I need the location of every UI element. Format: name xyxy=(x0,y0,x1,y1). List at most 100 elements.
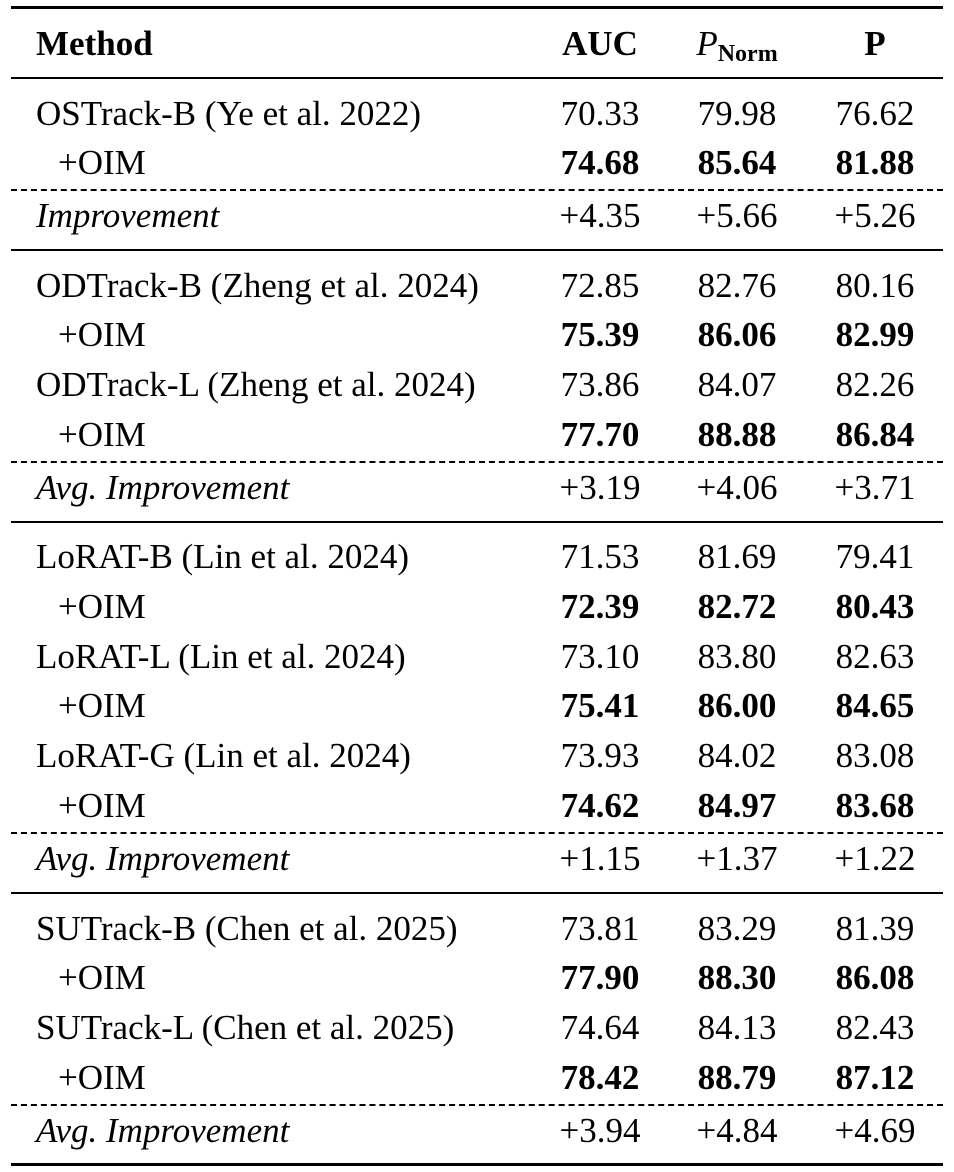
table-row: ODTrack-L (Zheng et al. 2024) 73.86 84.0… xyxy=(0,360,954,410)
p-improvement: +3.71 xyxy=(834,468,916,507)
pnorm-value: 83.29 xyxy=(697,909,777,948)
pnorm-value: 82.76 xyxy=(697,266,777,305)
header-row: Method AUC PNorm P xyxy=(0,19,954,69)
header-method: Method xyxy=(36,24,153,63)
table-row: +OIM 78.42 88.79 87.12 xyxy=(0,1053,954,1103)
table-row: +OIM 74.68 85.64 81.88 xyxy=(0,138,954,188)
p-improvement: +5.26 xyxy=(834,196,916,235)
header-auc: AUC xyxy=(562,24,638,63)
pnorm-value: 83.80 xyxy=(697,637,777,676)
dashed-rule xyxy=(11,461,943,463)
pnorm-value: 84.07 xyxy=(697,365,777,404)
p-value: 82.99 xyxy=(835,315,915,354)
p-value: 83.08 xyxy=(835,736,915,775)
auc-value: 77.70 xyxy=(560,415,640,454)
group-rule xyxy=(11,521,943,523)
table-row: +OIM 72.39 82.72 80.43 xyxy=(0,582,954,632)
method-name: +OIM xyxy=(58,786,146,825)
improvement-label: Avg. Improvement xyxy=(36,1111,290,1150)
improvement-row: Avg. Improvement +3.94 +4.84 +4.69 xyxy=(0,1106,954,1156)
table-row: LoRAT-G (Lin et al. 2024) 73.93 84.02 83… xyxy=(0,731,954,781)
pnorm-improvement: +1.37 xyxy=(696,839,778,878)
table-row: +OIM 74.62 84.97 83.68 xyxy=(0,781,954,831)
auc-improvement: +1.15 xyxy=(559,839,641,878)
p-value: 79.41 xyxy=(835,537,915,576)
dashed-rule xyxy=(11,832,943,834)
method-name: SUTrack-B (Chen et al. 2025) xyxy=(36,909,458,948)
auc-value: 72.85 xyxy=(560,266,640,305)
dashed-rule xyxy=(11,1104,943,1106)
p-improvement: +1.22 xyxy=(834,839,916,878)
auc-improvement: +4.35 xyxy=(559,196,641,235)
auc-value: 74.62 xyxy=(560,786,640,825)
method-name: LoRAT-G (Lin et al. 2024) xyxy=(36,736,411,775)
dashed-rule xyxy=(11,189,943,191)
table-row: OSTrack-B (Ye et al. 2022) 70.33 79.98 7… xyxy=(0,89,954,139)
table-row: SUTrack-B (Chen et al. 2025) 73.81 83.29… xyxy=(0,904,954,954)
auc-value: 74.64 xyxy=(560,1008,640,1047)
pnorm-value: 82.72 xyxy=(697,587,777,626)
auc-value: 73.10 xyxy=(560,637,640,676)
method-name: ODTrack-B (Zheng et al. 2024) xyxy=(36,266,479,305)
method-name: +OIM xyxy=(58,315,146,354)
pnorm-symbol: P xyxy=(696,24,718,63)
table-row: LoRAT-B (Lin et al. 2024) 71.53 81.69 79… xyxy=(0,532,954,582)
improvement-row: Improvement +4.35 +5.66 +5.26 xyxy=(0,191,954,241)
p-value: 86.84 xyxy=(835,415,915,454)
method-name: +OIM xyxy=(58,686,146,725)
auc-improvement: +3.19 xyxy=(559,468,641,507)
improvement-label: Improvement xyxy=(36,196,220,235)
pnorm-improvement: +5.66 xyxy=(696,196,778,235)
p-value: 81.88 xyxy=(835,143,915,182)
auc-improvement: +3.94 xyxy=(559,1111,641,1150)
table-row: +OIM 75.39 86.06 82.99 xyxy=(0,310,954,360)
method-name: +OIM xyxy=(58,1058,146,1097)
auc-value: 70.33 xyxy=(560,94,640,133)
method-name: ODTrack-L (Zheng et al. 2024) xyxy=(36,365,476,404)
auc-value: 75.39 xyxy=(560,315,640,354)
header-pnorm: PNorm xyxy=(677,19,797,73)
method-name: LoRAT-L (Lin et al. 2024) xyxy=(36,637,406,676)
pnorm-value: 88.30 xyxy=(697,958,777,997)
improvement-row: Avg. Improvement +1.15 +1.37 +1.22 xyxy=(0,834,954,884)
auc-value: 77.90 xyxy=(560,958,640,997)
method-name: +OIM xyxy=(58,415,146,454)
p-improvement: +4.69 xyxy=(834,1111,916,1150)
auc-value: 71.53 xyxy=(560,537,640,576)
p-value: 84.65 xyxy=(835,686,915,725)
pnorm-value: 84.02 xyxy=(697,736,777,775)
method-name: +OIM xyxy=(58,958,146,997)
p-value: 86.08 xyxy=(835,958,915,997)
auc-value: 75.41 xyxy=(560,686,640,725)
table-row: SUTrack-L (Chen et al. 2025) 74.64 84.13… xyxy=(0,1003,954,1053)
bottom-rule xyxy=(11,1163,943,1166)
pnorm-value: 86.06 xyxy=(697,315,777,354)
method-name: +OIM xyxy=(58,143,146,182)
improvement-row: Avg. Improvement +3.19 +4.06 +3.71 xyxy=(0,463,954,513)
header-p: P xyxy=(864,24,886,63)
p-value: 83.68 xyxy=(835,786,915,825)
table-row: +OIM 77.90 88.30 86.08 xyxy=(0,953,954,1003)
p-value: 81.39 xyxy=(835,909,915,948)
p-value: 87.12 xyxy=(835,1058,915,1097)
p-value: 76.62 xyxy=(835,94,915,133)
p-value: 82.63 xyxy=(835,637,915,676)
header-rule xyxy=(11,77,943,79)
auc-value: 73.93 xyxy=(560,736,640,775)
pnorm-improvement: +4.84 xyxy=(696,1111,778,1150)
pnorm-value: 88.79 xyxy=(697,1058,777,1097)
pnorm-value: 79.98 xyxy=(697,94,777,133)
pnorm-value: 85.64 xyxy=(697,143,777,182)
p-value: 80.16 xyxy=(835,266,915,305)
improvement-label: Avg. Improvement xyxy=(36,468,290,507)
pnorm-value: 84.97 xyxy=(697,786,777,825)
improvement-label: Avg. Improvement xyxy=(36,839,290,878)
pnorm-subscript: Norm xyxy=(717,41,778,67)
pnorm-value: 84.13 xyxy=(697,1008,777,1047)
method-name: +OIM xyxy=(58,587,146,626)
p-value: 80.43 xyxy=(835,587,915,626)
table-row: LoRAT-L (Lin et al. 2024) 73.10 83.80 82… xyxy=(0,632,954,682)
p-value: 82.43 xyxy=(835,1008,915,1047)
method-name: LoRAT-B (Lin et al. 2024) xyxy=(36,537,409,576)
auc-value: 72.39 xyxy=(560,587,640,626)
